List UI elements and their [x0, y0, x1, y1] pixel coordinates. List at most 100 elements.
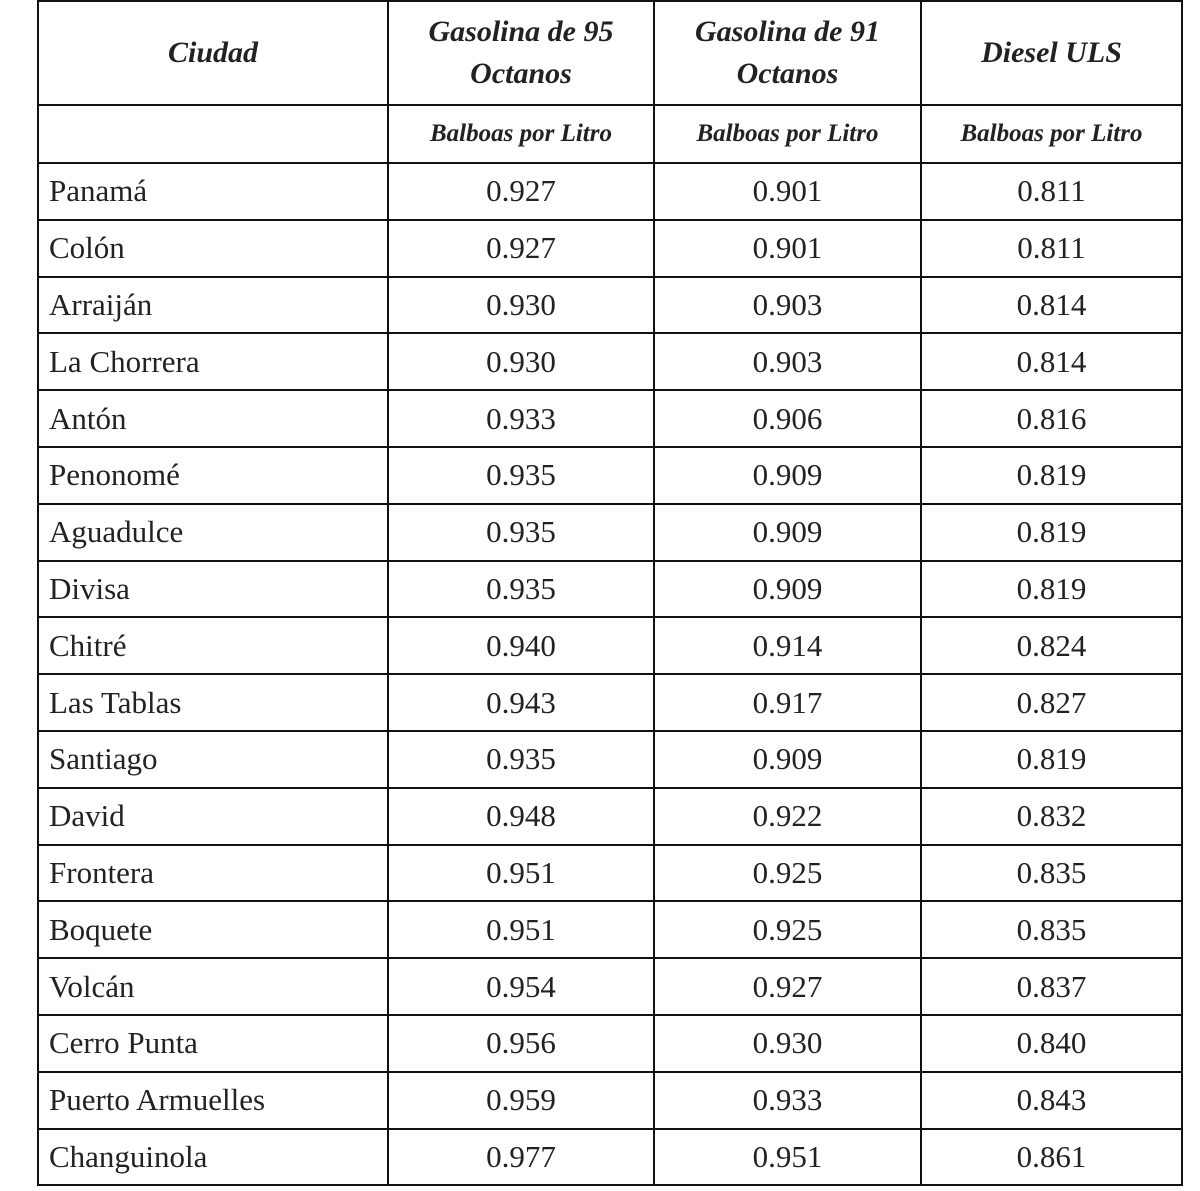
table-row: Panamá 0.927 0.901 0.811: [37, 162, 1183, 221]
price-cell: 0.925: [653, 843, 922, 903]
table-row: Chitré 0.940 0.914 0.824: [37, 616, 1183, 676]
city-cell: Changuinola: [37, 1127, 389, 1187]
price-cell: 0.819: [920, 502, 1183, 562]
table-row: Divisa 0.935 0.909 0.819: [37, 559, 1183, 619]
city-cell: Frontera: [37, 843, 389, 903]
column-header: Diesel ULS: [920, 0, 1183, 106]
table-row: Puerto Armuelles 0.959 0.933 0.843: [37, 1070, 1183, 1130]
unit-label: Balboas por Litro: [387, 104, 655, 164]
price-cell: 0.925: [653, 900, 922, 960]
unit-label: Balboas por Litro: [653, 104, 922, 164]
price-cell: 0.933: [653, 1070, 922, 1130]
price-cell: 0.954: [387, 957, 655, 1016]
city-cell: Cerro Punta: [37, 1013, 389, 1073]
price-cell: 0.943: [387, 673, 655, 732]
price-cell: 0.956: [387, 1013, 655, 1073]
price-cell: 0.811: [920, 162, 1183, 221]
city-cell: Las Tablas: [37, 673, 389, 732]
city-cell: Arraiján: [37, 275, 389, 335]
table-row: Changuinola 0.977 0.951 0.861: [37, 1127, 1183, 1187]
price-cell: 0.814: [920, 332, 1183, 392]
table-row: Santiago 0.935 0.909 0.819: [37, 729, 1183, 789]
price-cell: 0.837: [920, 957, 1183, 1016]
price-cell: 0.903: [653, 275, 922, 335]
city-cell: Colón: [37, 218, 389, 278]
price-cell: 0.917: [653, 673, 922, 732]
price-cell: 0.814: [920, 275, 1183, 335]
price-cell: 0.909: [653, 502, 922, 562]
fuel-price-table: Ciudad Gasolina de 95 Octanos Gasolina de …: [37, 0, 1183, 1187]
column-header: Ciudad: [37, 0, 389, 106]
price-cell: 0.816: [920, 389, 1183, 448]
price-cell: 0.935: [387, 559, 655, 619]
price-cell: 0.933: [387, 389, 655, 448]
price-cell: 0.927: [387, 218, 655, 278]
price-cell: 0.922: [653, 786, 922, 846]
city-cell: Boquete: [37, 900, 389, 960]
price-cell: 0.927: [387, 162, 655, 221]
empty-cell: [37, 104, 389, 164]
price-cell: 0.811: [920, 218, 1183, 278]
city-cell: Divisa: [37, 559, 389, 619]
price-cell: 0.940: [387, 616, 655, 676]
city-cell: Puerto Armuelles: [37, 1070, 389, 1130]
table-body: Panamá 0.927 0.901 0.811 Colón 0.927 0.901 0.81…: [37, 162, 1183, 1187]
price-cell: 0.901: [653, 162, 922, 221]
table-row: Volcán 0.954 0.927 0.837: [37, 957, 1183, 1016]
city-cell: Aguadulce: [37, 502, 389, 562]
price-cell: 0.835: [920, 843, 1183, 903]
price-cell: 0.935: [387, 445, 655, 505]
table-row: Aguadulce 0.935 0.909 0.819: [37, 502, 1183, 562]
price-cell: 0.824: [920, 616, 1183, 676]
column-header: Gasolina de 95 Octanos: [387, 0, 655, 106]
price-cell: 0.914: [653, 616, 922, 676]
price-cell: 0.819: [920, 729, 1183, 789]
table-row: Las Tablas 0.943 0.917 0.827: [37, 673, 1183, 732]
price-cell: 0.906: [653, 389, 922, 448]
table-row: Penonomé 0.935 0.909 0.819: [37, 445, 1183, 505]
table-row: Boquete 0.951 0.925 0.835: [37, 900, 1183, 960]
price-cell: 0.827: [920, 673, 1183, 732]
price-cell: 0.819: [920, 559, 1183, 619]
unit-label: Balboas por Litro: [920, 104, 1183, 164]
price-cell: 0.909: [653, 729, 922, 789]
city-cell: Panamá: [37, 162, 389, 221]
price-cell: 0.927: [653, 957, 922, 1016]
table-row: Antón 0.933 0.906 0.816: [37, 389, 1183, 448]
table-row: Colón 0.927 0.901 0.811: [37, 218, 1183, 278]
price-cell: 0.935: [387, 502, 655, 562]
price-cell: 0.819: [920, 445, 1183, 505]
units-row: Balboas por Litro Balboas por Litro Balboa…: [37, 104, 1183, 164]
price-cell: 0.948: [387, 786, 655, 846]
price-cell: 0.840: [920, 1013, 1183, 1073]
column-header: Gasolina de 91 Octanos: [653, 0, 922, 106]
price-cell: 0.835: [920, 900, 1183, 960]
city-cell: Chitré: [37, 616, 389, 676]
price-cell: 0.959: [387, 1070, 655, 1130]
price-cell: 0.930: [387, 332, 655, 392]
price-cell: 0.909: [653, 445, 922, 505]
city-cell: La Chorrera: [37, 332, 389, 392]
price-cell: 0.903: [653, 332, 922, 392]
price-cell: 0.951: [387, 900, 655, 960]
price-cell: 0.930: [387, 275, 655, 335]
city-cell: Antón: [37, 389, 389, 448]
price-cell: 0.909: [653, 559, 922, 619]
price-cell: 0.951: [653, 1127, 922, 1187]
price-cell: 0.930: [653, 1013, 922, 1073]
price-cell: 0.935: [387, 729, 655, 789]
price-cell: 0.901: [653, 218, 922, 278]
city-cell: Santiago: [37, 729, 389, 789]
price-cell: 0.977: [387, 1127, 655, 1187]
city-cell: Penonomé: [37, 445, 389, 505]
table-row: La Chorrera 0.930 0.903 0.814: [37, 332, 1183, 392]
city-cell: David: [37, 786, 389, 846]
price-cell: 0.951: [387, 843, 655, 903]
price-cell: 0.843: [920, 1070, 1183, 1130]
table-row: Frontera 0.951 0.925 0.835: [37, 843, 1183, 903]
table-row: David 0.948 0.922 0.832: [37, 786, 1183, 846]
price-cell: 0.832: [920, 786, 1183, 846]
table-row: Cerro Punta 0.956 0.930 0.840: [37, 1013, 1183, 1073]
price-cell: 0.861: [920, 1127, 1183, 1187]
